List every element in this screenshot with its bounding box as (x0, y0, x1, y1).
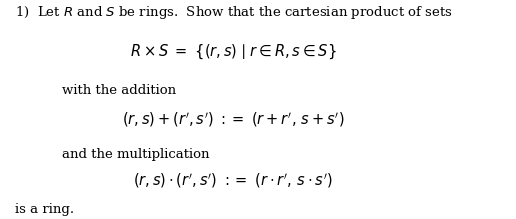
Text: $(r, s) \cdot (r', s') \ := \ (r \cdot r',\, s \cdot s')$: $(r, s) \cdot (r', s') \ := \ (r \cdot r… (133, 171, 333, 190)
Text: is a ring.: is a ring. (15, 203, 74, 215)
Text: with the addition: with the addition (61, 84, 176, 97)
Text: $(r, s) + (r', s') \ := \ (r + r',\, s + s')$: $(r, s) + (r', s') \ := \ (r + r',\, s +… (122, 110, 344, 129)
Text: $R \times S \ = \ \left\{ (r, s) \mid r \in R, s \in S \right\}$: $R \times S \ = \ \left\{ (r, s) \mid r … (130, 43, 336, 62)
Text: 1)  Let $R$ and $S$ be rings.  Show that the cartesian product of sets: 1) Let $R$ and $S$ be rings. Show that t… (15, 4, 453, 21)
Text: and the multiplication: and the multiplication (61, 148, 209, 161)
